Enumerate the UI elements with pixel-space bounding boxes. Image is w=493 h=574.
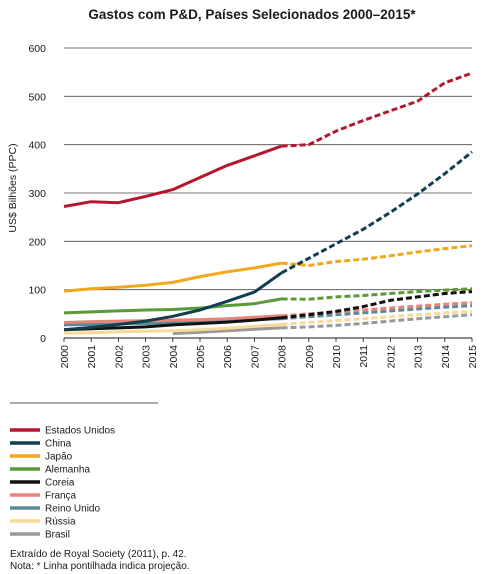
series-projection-estados-unidos	[281, 71, 473, 148]
legend-label: Rússia	[45, 517, 76, 528]
x-tick-label: 2015	[467, 345, 479, 369]
series-projection-china	[280, 150, 473, 275]
series-line-alemanha	[63, 297, 282, 315]
x-tick-label: 2005	[195, 345, 207, 369]
legend-label: Estados Unidos	[45, 426, 115, 437]
x-tick-label: 2003	[141, 345, 153, 369]
series-line-russia	[63, 323, 282, 335]
plot-area	[63, 71, 473, 336]
series-line-estados-unidos	[63, 144, 283, 208]
x-tick-label: 2002	[113, 345, 125, 369]
x-tick-label: 2000	[59, 345, 71, 369]
x-tick-label: 2013	[413, 345, 425, 369]
legend-label: Alemanha	[45, 465, 90, 476]
x-tick-label: 2001	[86, 345, 98, 369]
y-tick-label: 400	[28, 140, 46, 152]
y-tick-label: 500	[28, 91, 46, 103]
legend: Estados Unidos China Japão Alemanha Coreia Fr…	[10, 426, 115, 541]
x-tick-label: 2008	[277, 345, 289, 369]
legend-label: Coreia	[45, 478, 75, 489]
legend-label: Japão	[45, 452, 73, 463]
series-projection-coreia	[281, 290, 473, 320]
series-line-japao	[63, 261, 282, 293]
legend-label: França	[45, 491, 77, 502]
projection-note: Nota: * Linha pontilhada indica projeção…	[10, 561, 190, 572]
source-note: Extraído de Royal Society (2011), p. 42.	[10, 549, 187, 560]
series-projection-reino-unido	[281, 304, 473, 321]
series-line-coreia	[63, 316, 282, 332]
x-tick-label: 2004	[168, 345, 180, 369]
y-tick-label: 200	[28, 236, 46, 248]
legend-label: China	[45, 439, 72, 450]
series-projection-japao	[281, 244, 473, 267]
x-tick-label: 2006	[222, 345, 234, 369]
series-line-franca	[63, 314, 282, 324]
y-tick-label: 0	[40, 333, 46, 345]
y-axis-label: US$ Bilhões (PPC)	[7, 143, 19, 232]
series-projection-brasil	[281, 313, 473, 330]
x-tick-label: 2009	[304, 345, 316, 369]
chart-title: Gastos com P&D, Países Selecionados 2000…	[88, 7, 416, 22]
y-tick-label: 600	[28, 43, 46, 55]
series-line-brasil	[172, 326, 282, 336]
series-projection-russia	[281, 309, 473, 326]
x-tick-label: 2007	[249, 345, 261, 369]
grid	[64, 47, 472, 339]
y-tick-label: 300	[28, 188, 46, 200]
x-axis: 2000 2001 2002 2003 2004 2005 2006 2007 2008 2009…	[59, 338, 479, 368]
legend-label: Brasil	[45, 530, 70, 541]
x-tick-label: 2010	[331, 345, 343, 369]
x-tick-label: 2011	[358, 345, 370, 368]
y-axis: 0 100 200 300 400 500 600	[28, 43, 46, 345]
series-projection-alemanha	[281, 287, 473, 301]
legend-label: Reino Unido	[45, 504, 100, 515]
series-line-china	[63, 271, 283, 332]
y-tick-label: 100	[28, 285, 46, 297]
x-tick-label: 2012	[385, 345, 397, 369]
x-tick-label: 2014	[440, 345, 452, 369]
